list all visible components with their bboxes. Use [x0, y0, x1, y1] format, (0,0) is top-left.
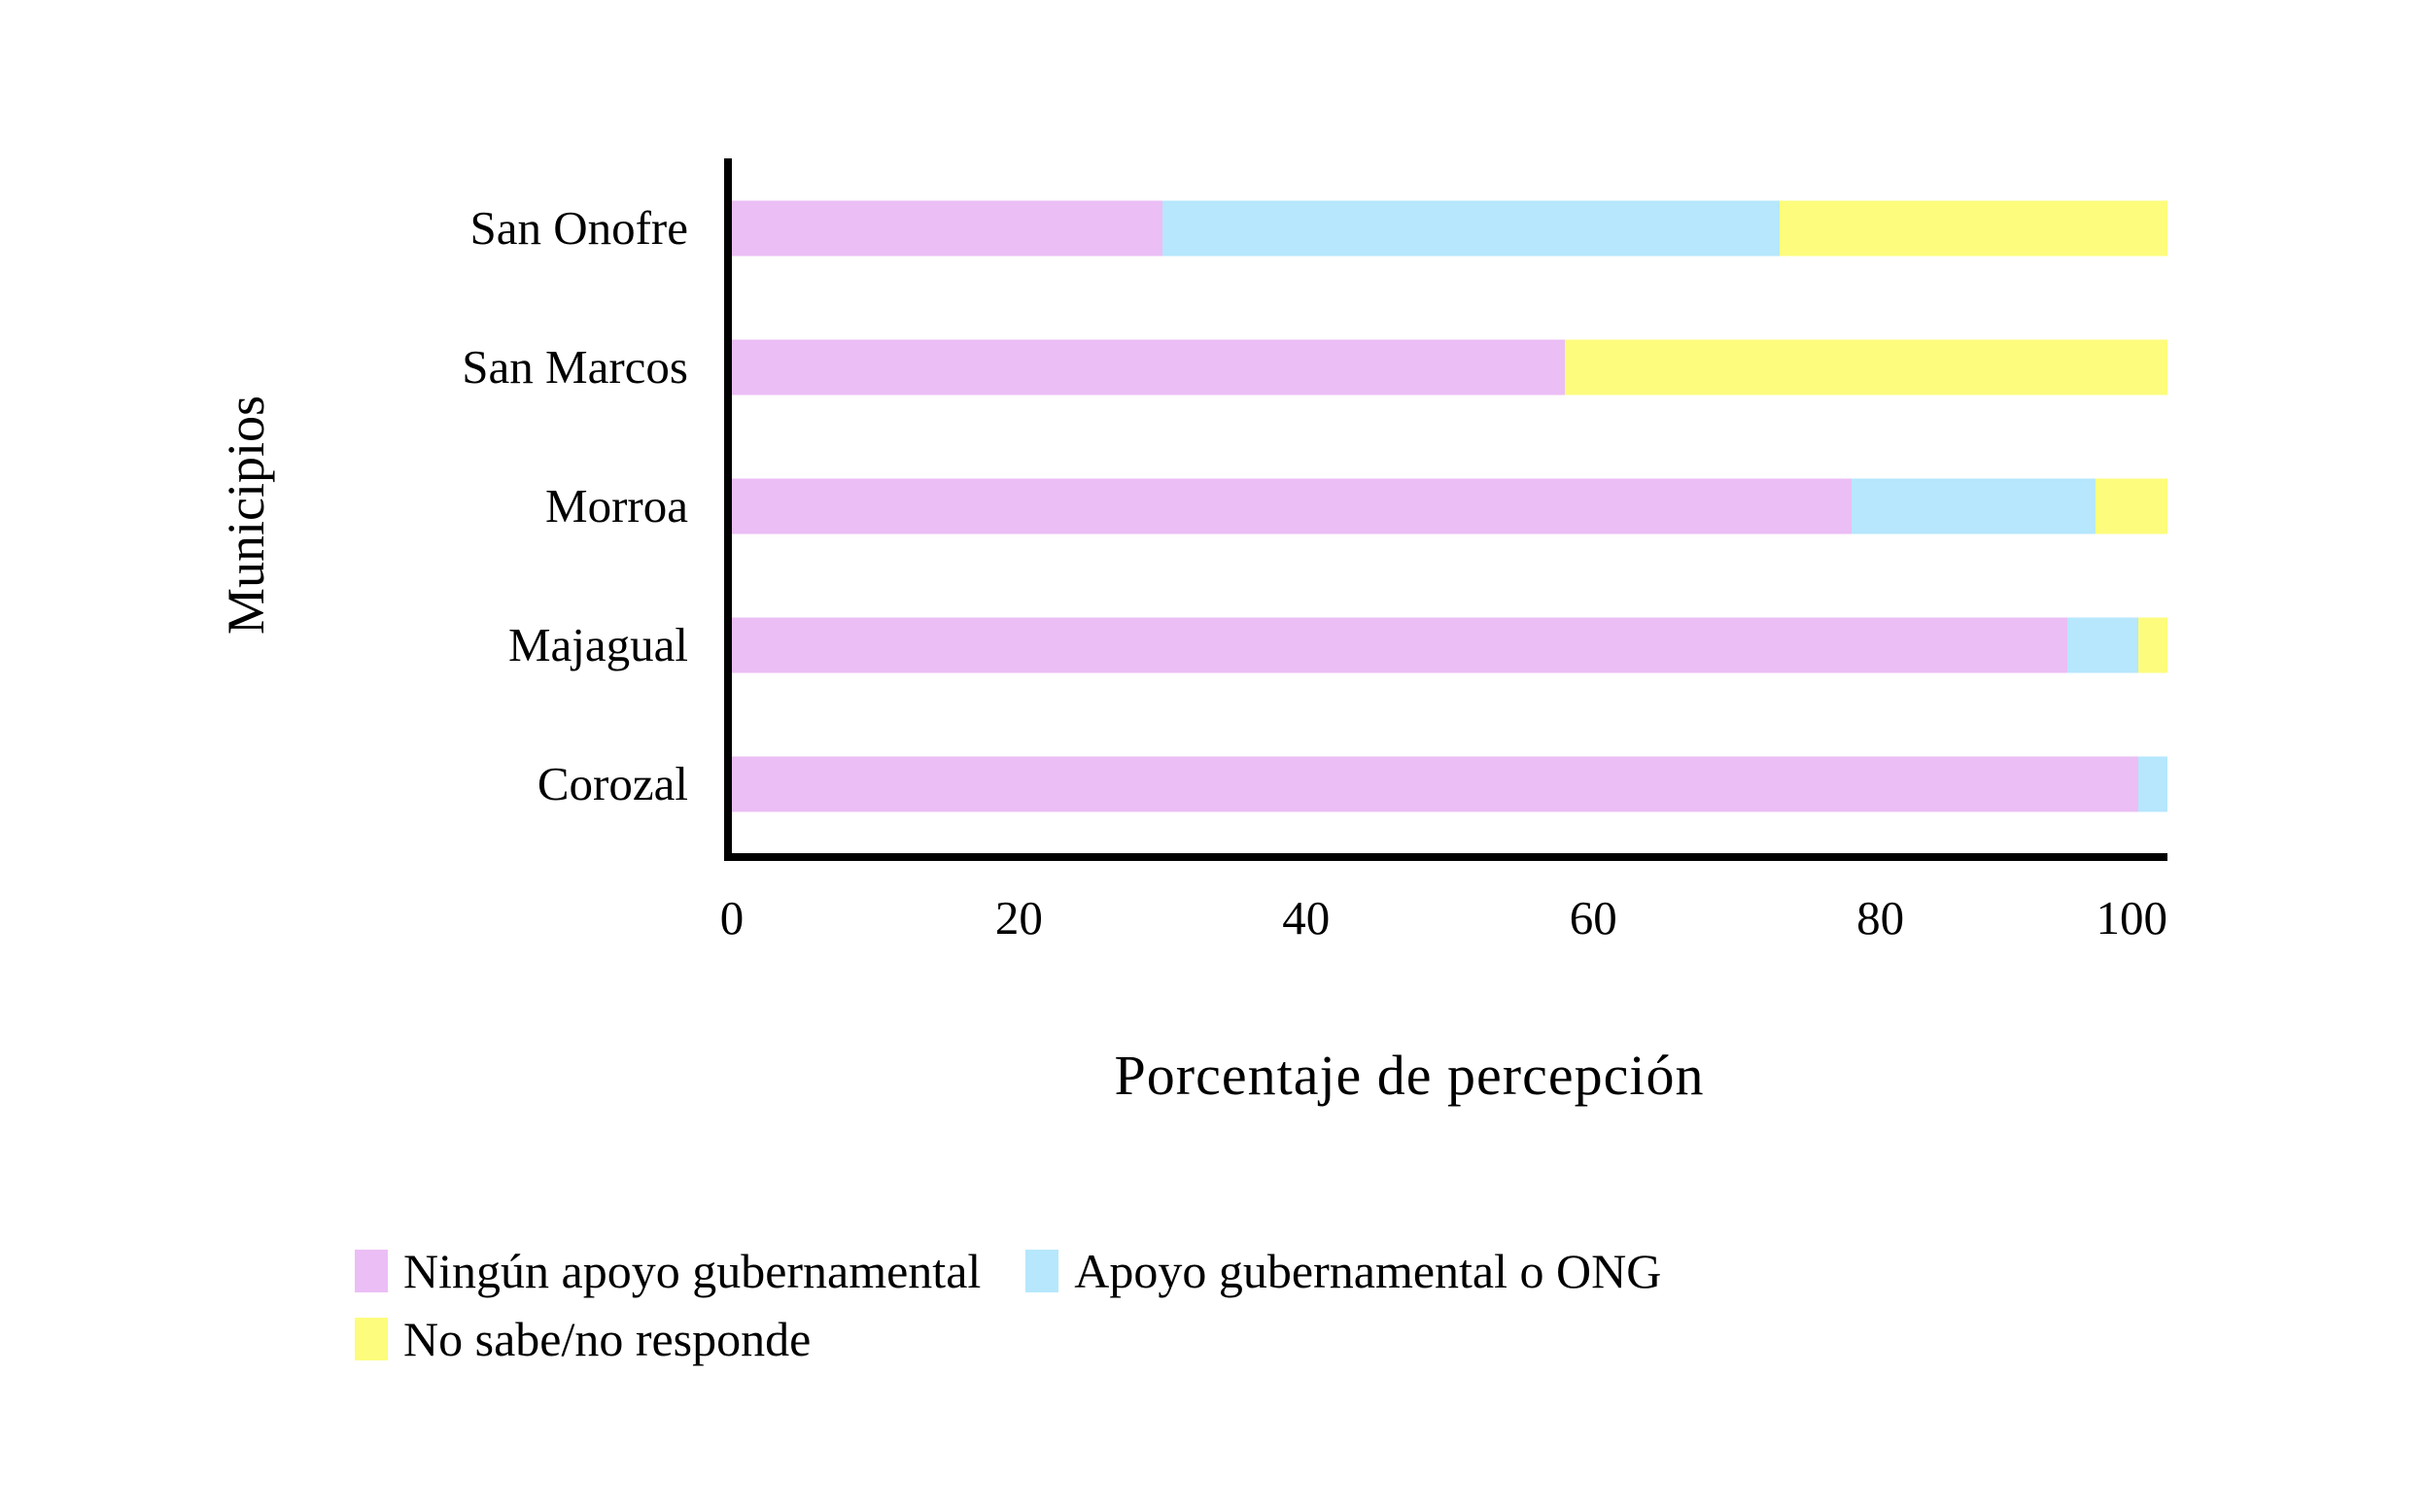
legend-item: Apoyo gubernamental o ONG — [1025, 1242, 1661, 1300]
bar-segment — [732, 339, 1565, 395]
category-label: Majagual — [507, 618, 688, 671]
legend-item: No sabe/no responde — [355, 1310, 811, 1368]
x-axis-title: Porcentaje de percepción — [1114, 1044, 1705, 1107]
category-label: Corozal — [537, 757, 688, 810]
stacked-bar — [732, 617, 2167, 672]
x-tick-label: 0 — [719, 891, 745, 945]
stacked-bar — [732, 339, 2167, 395]
bar-segment — [2066, 617, 2139, 672]
plot-area — [724, 158, 2167, 861]
x-tick-label: 40 — [1282, 891, 1331, 945]
legend-swatch-icon — [355, 1318, 388, 1360]
bar-segment — [1780, 200, 2167, 256]
bar-segment — [732, 478, 1853, 533]
bar-row — [732, 575, 2167, 714]
bar-segment — [1162, 200, 1781, 256]
bar-row — [732, 158, 2167, 297]
x-axis-ticks: 0 20 40 60 80 100 — [720, 891, 2168, 962]
legend-swatch-icon — [1025, 1250, 1059, 1292]
bar-segment — [1852, 478, 2097, 533]
bar-segment — [732, 756, 2139, 811]
bar-segment — [2096, 478, 2167, 533]
x-tick-label: 60 — [1569, 891, 1617, 945]
bar-segment — [2138, 617, 2167, 672]
bar-row — [732, 714, 2167, 853]
legend-item: Ningún apoyo gubernamental — [355, 1242, 981, 1300]
bar-segment — [732, 617, 2067, 672]
category-label: San Marcos — [462, 340, 688, 394]
stacked-bar — [732, 478, 2167, 533]
bar-row — [732, 297, 2167, 436]
category-label: Morroa — [545, 479, 688, 533]
bar-row — [732, 436, 2167, 575]
stacked-bar — [732, 756, 2167, 811]
bar-segment — [732, 200, 1163, 256]
x-tick-label: 100 — [2096, 891, 2168, 945]
category-label: San Onofre — [469, 201, 688, 255]
bar-segment — [1564, 339, 2167, 395]
stacked-bar — [732, 200, 2167, 256]
legend-label: Ningún apoyo gubernamental — [403, 1244, 982, 1298]
category-labels: San Onofre San Marcos Morroa Majagual Coroza… — [0, 158, 688, 853]
x-tick-label: 80 — [1856, 891, 1905, 945]
legend-swatch-icon — [355, 1250, 388, 1292]
legend: Ningún apoyo gubernamental Apoyo gubernam… — [355, 1242, 2027, 1368]
x-tick-label: 20 — [994, 891, 1043, 945]
legend-label: Apoyo gubernamental o ONG — [1074, 1244, 1662, 1298]
bar-segment — [2138, 756, 2167, 811]
legend-label: No sabe/no responde — [403, 1312, 812, 1366]
